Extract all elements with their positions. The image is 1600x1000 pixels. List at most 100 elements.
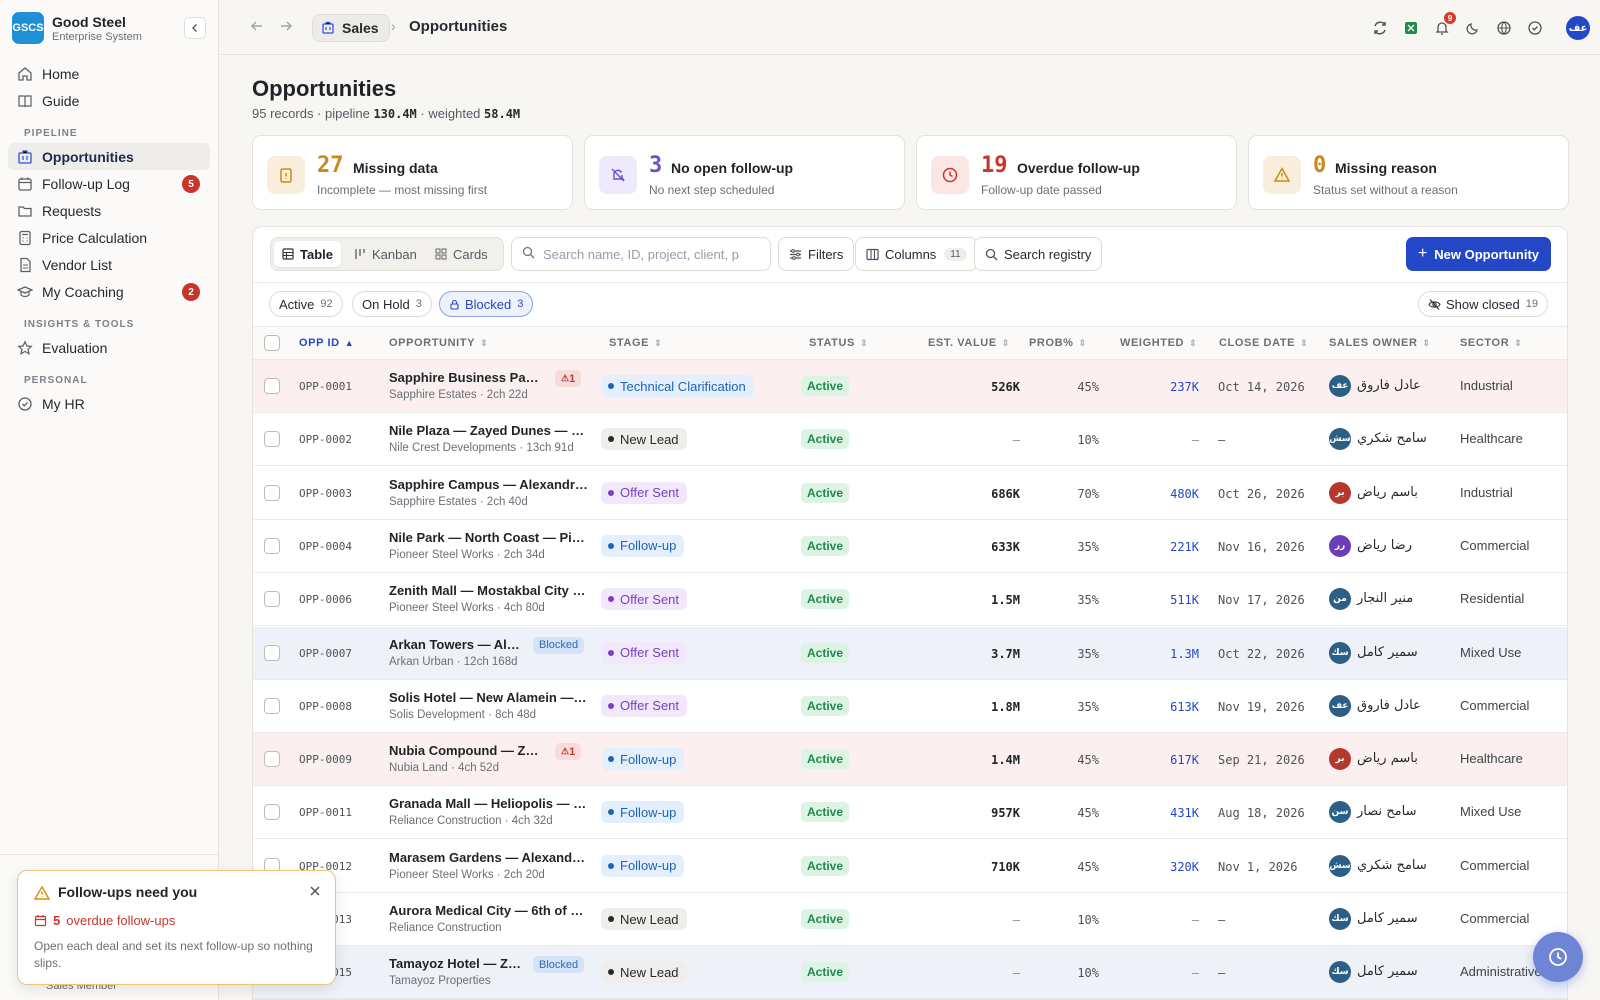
opp-id[interactable]: OPP-0008 [299, 699, 352, 713]
check-circle-icon[interactable] [1525, 18, 1545, 38]
forward-arrow-icon[interactable] [277, 18, 295, 36]
row-checkbox[interactable] [264, 804, 280, 821]
table-row[interactable]: OPP-0007 Arkan Towers — Alex... Blocked Ark… [253, 626, 1567, 680]
column-header-est-value[interactable]: EST. VALUE ⇕ [928, 337, 1010, 349]
show-closed-toggle[interactable]: Show closed 19 [1418, 291, 1548, 317]
row-checkbox[interactable] [264, 697, 280, 714]
sidebar-item-vendor-list[interactable]: Vendor List [8, 251, 210, 278]
close-icon[interactable] [309, 884, 321, 900]
globe-icon[interactable] [1494, 18, 1514, 38]
table-row[interactable]: OPP-0015Tamayoz Hotel — Zay...BlockedTam… [253, 946, 1567, 999]
sales-owner[interactable]: سامح شكري [1357, 431, 1427, 447]
new-opportunity-button[interactable]: + New Opportunity [1405, 237, 1551, 271]
opportunity-name[interactable]: Marasem Gardens — Alexandria... [389, 849, 589, 865]
column-header-weighted[interactable]: WEIGHTED ⇕ [1120, 337, 1197, 349]
table-row[interactable]: OPP-0012 Marasem Gardens — Alexandria... P… [253, 840, 1567, 893]
sales-owner[interactable]: باسم رياض [1357, 484, 1418, 500]
sales-owner[interactable]: سامح نصار [1357, 804, 1417, 820]
kpi-card-missing-data[interactable]: 27 Missing data Incomplete — most missing … [252, 135, 573, 210]
kpi-card-no-open-follow-up[interactable]: 3 No open follow-up No next step scheduled [584, 135, 905, 210]
sidebar-item-requests[interactable]: Requests [8, 197, 210, 224]
opp-id[interactable]: OPP-0012 [299, 859, 352, 873]
row-checkbox[interactable] [264, 644, 280, 661]
sidebar-item-guide[interactable]: Guide [8, 87, 210, 114]
sidebar-item-my-hr[interactable]: My HR [8, 390, 210, 417]
sidebar-item-opportunities[interactable]: Opportunities [8, 143, 210, 170]
opportunity-name[interactable]: Nile Park — North Coast — Pion... [389, 529, 589, 545]
sales-owner[interactable]: باسم رياض [1357, 751, 1418, 767]
toast-overdue-line[interactable]: 5 overdue follow-ups [34, 913, 175, 928]
sales-owner[interactable]: سمير كامل [1357, 644, 1418, 660]
table-row[interactable]: OPP-0006 Zenith Mall — Mostakbal City — .… [253, 573, 1567, 627]
sidebar-item-follow-up-log[interactable]: Follow-up Log 5 [8, 170, 210, 197]
opportunity-name[interactable]: Nubia Compound — Zay... [389, 743, 541, 759]
breadcrumb-sales[interactable]: Sales [312, 14, 390, 42]
filter-chip-active[interactable]: Active 92 [269, 291, 343, 317]
table-row[interactable]: OPP-0001 Sapphire Business Park ... ⚠ 1 Sap… [253, 360, 1567, 413]
sales-owner[interactable]: عادل فاروق [1357, 378, 1421, 393]
back-arrow-icon[interactable] [248, 18, 266, 36]
sidebar-item-my-coaching[interactable]: My Coaching 2 [8, 278, 210, 305]
table-row[interactable]: OPP-0004 Nile Park — North Coast — Pion..… [253, 520, 1567, 573]
row-checkbox[interactable] [264, 537, 280, 554]
column-header-close-date[interactable]: CLOSE DATE ⇕ [1219, 337, 1308, 349]
kpi-card-missing-reason[interactable]: 0 Missing reason Status set without a reas… [1248, 135, 1569, 210]
column-header-sector[interactable]: SECTOR ⇕ [1460, 337, 1522, 349]
table-row[interactable]: OPP-0013Aurora Medical City — 6th of Oc.… [253, 893, 1567, 946]
column-header-opp-id[interactable]: OPP ID ▲ [299, 337, 354, 349]
table-row[interactable]: OPP-0002 Nile Plaza — Zayed Dunes — Nile.… [253, 413, 1567, 467]
row-checkbox[interactable] [264, 378, 280, 394]
sales-owner[interactable]: منير النجار [1357, 591, 1414, 607]
row-checkbox[interactable] [264, 591, 280, 608]
opp-id[interactable]: OPP-0002 [299, 433, 352, 447]
opp-id[interactable]: OPP-0003 [299, 486, 352, 500]
row-checkbox[interactable] [264, 431, 280, 448]
opportunity-name[interactable]: Solis Hotel — New Alamein — Ph... [389, 689, 589, 705]
table-row[interactable]: OPP-0011 Granada Mall — Heliopolis — Rel.… [253, 786, 1567, 840]
floating-clock-button[interactable] [1533, 932, 1583, 982]
column-header-opportunity[interactable]: OPPORTUNITY ⇕ [389, 337, 488, 349]
sales-owner[interactable]: سامح شكري [1357, 857, 1427, 873]
filters-button[interactable]: Filters [778, 237, 855, 271]
sales-owner[interactable]: سمير كامل [1357, 964, 1418, 980]
column-header-status[interactable]: STATUS ⇕ [809, 337, 868, 349]
search-input[interactable] [543, 246, 753, 262]
opp-id[interactable]: OPP-0001 [299, 380, 352, 393]
sales-owner[interactable]: سمير كامل [1357, 911, 1418, 926]
sidebar-item-price-calculation[interactable]: Price Calculation [8, 224, 210, 251]
opp-id[interactable]: OPP-0004 [299, 539, 352, 553]
opp-id[interactable]: OPP-0009 [299, 753, 352, 767]
sales-owner[interactable]: عادل فاروق [1357, 697, 1421, 713]
view-cards-button[interactable]: Cards [427, 241, 496, 267]
columns-button[interactable]: Columns 11 [855, 237, 978, 271]
opp-id[interactable]: OPP-0007 [299, 646, 352, 660]
opportunity-name[interactable]: Sapphire Campus — Alexandria ... [389, 476, 589, 492]
column-header-sales-owner[interactable]: SALES OWNER ⇕ [1329, 337, 1431, 349]
view-kanban-button[interactable]: Kanban [346, 241, 425, 267]
sidebar-item-home[interactable]: Home [8, 60, 210, 87]
table-row[interactable]: OPP-0009 Nubia Compound — Zay... ⚠ 1 Nubia … [253, 733, 1567, 787]
view-table-button[interactable]: Table [274, 241, 341, 267]
opportunity-name[interactable]: Sapphire Business Park ... [389, 370, 541, 385]
sidebar-item-evaluation[interactable]: Evaluation [8, 334, 210, 361]
filter-chip-blocked[interactable]: Blocked 3 [439, 291, 534, 317]
moon-icon[interactable] [1463, 18, 1483, 38]
opportunity-name[interactable]: Aurora Medical City — 6th of Oc... [389, 903, 589, 918]
column-header-stage[interactable]: STAGE ⇕ [609, 337, 662, 349]
table-row[interactable]: OPP-0008 Solis Hotel — New Alamein — Ph..… [253, 680, 1567, 733]
table-row[interactable]: OPP-0003 Sapphire Campus — Alexandria ...… [253, 467, 1567, 520]
collapse-sidebar-button[interactable] [184, 17, 206, 39]
opp-id[interactable]: OPP-0011 [299, 806, 352, 820]
bell-icon[interactable]: 9 [1432, 12, 1456, 38]
select-all-checkbox[interactable] [264, 335, 280, 351]
search-registry-button[interactable]: Search registry [974, 237, 1103, 271]
row-checkbox[interactable] [264, 484, 280, 501]
opportunity-name[interactable]: Nile Plaza — Zayed Dunes — Nile... [389, 423, 589, 439]
excel-icon[interactable] [1401, 18, 1421, 38]
opportunity-name[interactable]: Arkan Towers — Alex... [389, 636, 521, 652]
opportunity-name[interactable]: Granada Mall — Heliopolis — Rel... [389, 796, 589, 812]
row-checkbox[interactable] [264, 751, 280, 768]
kpi-card-overdue-follow-up[interactable]: 19 Overdue follow-up Follow-up date passed [916, 135, 1237, 210]
sales-owner[interactable]: رضا رياض [1357, 537, 1412, 553]
filter-chip-on-hold[interactable]: On Hold 3 [352, 291, 432, 317]
